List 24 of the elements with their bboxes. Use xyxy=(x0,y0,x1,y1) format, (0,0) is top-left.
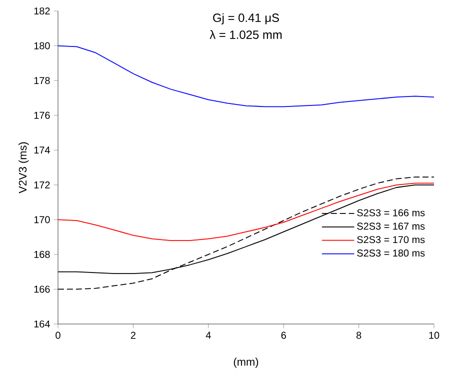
legend-label: S2S3 = 166 ms xyxy=(357,209,425,216)
y-tick-label: 174 xyxy=(34,146,50,154)
legend-label: S2S3 = 180 ms xyxy=(357,250,425,257)
y-tick-label: 180 xyxy=(34,42,50,50)
y-tick-label: 176 xyxy=(34,112,50,119)
legend-label: S2S3 = 167 ms xyxy=(357,222,425,230)
x-tick-label: 8 xyxy=(356,332,362,339)
y-tick-label: 164 xyxy=(34,320,50,328)
y-tick-label: 172 xyxy=(34,181,50,188)
x-tick-label: 2 xyxy=(130,332,136,339)
y-tick-label: 182 xyxy=(34,7,50,15)
y-tick-label: 168 xyxy=(34,250,50,258)
text: λ = 1.025 mm xyxy=(210,30,282,39)
y-axis-title: V2V3 (ms) xyxy=(18,142,29,194)
x-tick-label: 0 xyxy=(56,332,60,339)
legend-label: S2S3 = 170 ms xyxy=(357,236,425,244)
x-tick-label: 6 xyxy=(281,332,286,339)
x-tick-label: 10 xyxy=(429,332,440,339)
y-tick-label: 166 xyxy=(34,286,50,293)
x-axis-title: (mm) xyxy=(234,358,258,368)
x-tick-label: 4 xyxy=(206,332,211,339)
y-tick-label: 170 xyxy=(34,216,50,224)
y-tick-label: 178 xyxy=(34,77,50,84)
chart-title: Gj = 0.41 μS xyxy=(213,13,279,24)
